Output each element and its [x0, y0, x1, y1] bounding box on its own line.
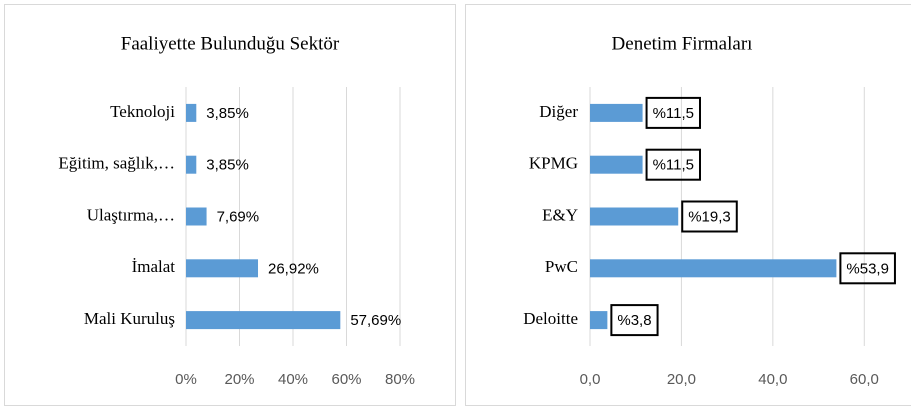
x-tick-label: 0,0: [580, 371, 601, 388]
data-label: %11,5: [653, 157, 694, 174]
bar: [590, 103, 643, 122]
panel: [4, 4, 456, 406]
bar: [186, 311, 341, 330]
data-label: %19,3: [688, 208, 731, 225]
data-label: 7,69%: [217, 208, 260, 225]
x-tick-label: 60,0: [850, 371, 879, 388]
y-tick-label: E&Y: [542, 205, 578, 224]
x-tick-label: 40,0: [758, 371, 787, 388]
x-tick-label: 60%: [331, 371, 361, 388]
data-label: %11,5: [653, 105, 694, 122]
bar: [186, 103, 197, 122]
y-tick-label: Teknoloji: [110, 102, 175, 121]
data-label: 26,92%: [268, 260, 319, 277]
x-tick-label: 80%: [385, 371, 415, 388]
data-label: %3,8: [617, 312, 651, 329]
bar: [186, 155, 197, 174]
data-label: 57,69%: [350, 312, 401, 329]
y-tick-label: KPMG: [529, 154, 578, 173]
y-tick-label: Eğitim, sağlık,…: [58, 154, 175, 173]
chart-title: Denetim Firmaları: [612, 33, 753, 54]
data-label: 3,85%: [206, 105, 249, 122]
y-tick-label: Mali Kuruluş: [84, 309, 175, 328]
y-tick-label: PwC: [545, 257, 578, 276]
chart-title: Faaliyette Bulunduğu Sektör: [121, 33, 340, 54]
data-label-box: [610, 304, 659, 337]
data-label-box: [839, 252, 896, 285]
data-label: 3,85%: [206, 157, 249, 174]
bar: [590, 259, 837, 278]
x-tick-label: 20,0: [667, 371, 696, 388]
data-label-box: [645, 96, 701, 129]
x-tick-label: 0%: [175, 371, 197, 388]
y-tick-label: Deloitte: [523, 309, 578, 328]
bar: [590, 311, 608, 330]
y-tick-label: İmalat: [132, 257, 176, 276]
bar: [186, 259, 259, 278]
x-tick-label: 40%: [278, 371, 308, 388]
bar: [186, 207, 207, 226]
panel: [465, 4, 911, 406]
y-tick-label: Ulaştırma,…: [87, 205, 175, 224]
bar: [590, 155, 643, 174]
y-tick-label: Diğer: [539, 102, 578, 121]
data-label-box: [645, 148, 701, 181]
data-label: %53,9: [846, 260, 889, 277]
data-label-box: [681, 200, 738, 233]
x-tick-label: 20%: [224, 371, 254, 388]
bar: [590, 207, 679, 226]
